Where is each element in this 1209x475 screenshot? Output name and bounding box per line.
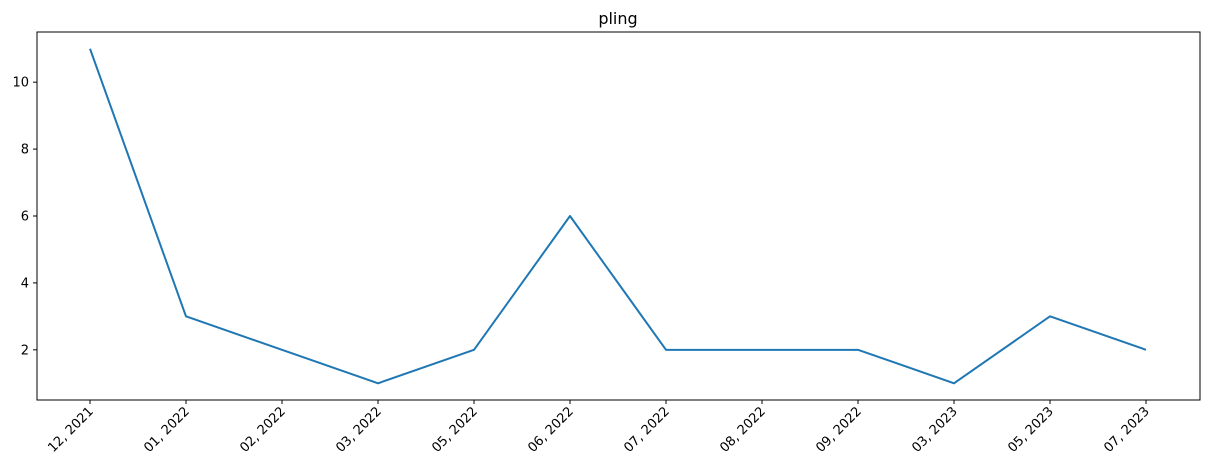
x-tick-label: 09, 2022 <box>813 404 865 456</box>
y-tick-label: 8 <box>21 143 29 158</box>
y-tick-label: 6 <box>21 210 29 225</box>
y-tick-label: 10 <box>12 76 29 91</box>
x-tick-label: 07, 2023 <box>1101 404 1153 456</box>
x-tick-label: 08, 2022 <box>717 404 769 456</box>
x-tick-label: 02, 2022 <box>237 404 289 456</box>
y-axis: 2 4 6 8 10 <box>12 76 37 358</box>
x-tick-label: 06, 2022 <box>525 404 577 456</box>
chart-title: pling <box>598 9 637 28</box>
x-tick-label: 03, 2022 <box>333 404 385 456</box>
x-tick-label: 07, 2022 <box>621 404 673 456</box>
plot-frame <box>36 31 1201 401</box>
x-tick-label: 03, 2023 <box>909 404 961 456</box>
y-tick-label: 4 <box>21 276 29 291</box>
series-layer <box>89 48 1147 385</box>
x-axis: 12, 2021 01, 2022 02, 2022 03, 2022 05, 2022… <box>45 400 1153 456</box>
x-tick-label: 05, 2022 <box>429 404 481 456</box>
y-tick-label: 2 <box>21 343 29 358</box>
x-tick-label: 12, 2021 <box>45 404 97 456</box>
series-line <box>89 48 1147 385</box>
x-tick-label: 01, 2022 <box>141 404 193 456</box>
x-tick-label: 05, 2023 <box>1005 404 1057 456</box>
